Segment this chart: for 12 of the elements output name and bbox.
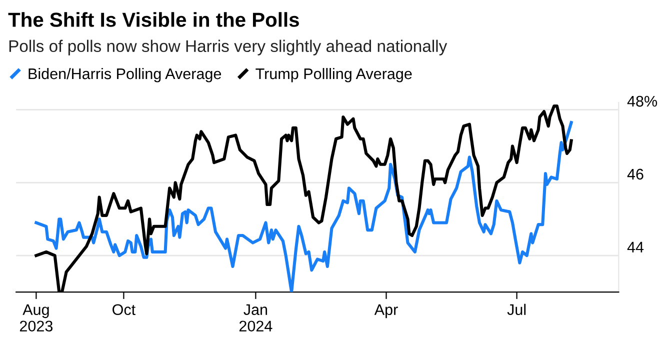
chart-title: The Shift Is Visible in the Polls (8, 12, 299, 27)
y-tick-label: 48% (627, 96, 658, 107)
x-tick-label: Jan 2024 (239, 304, 272, 332)
x-tick-label: Apr (374, 304, 398, 318)
legend-label: Biden/Harris Polling Average (28, 68, 222, 82)
legend-label: Trump Pollling Average (256, 68, 412, 82)
y-tick-label: 46 (627, 168, 644, 180)
x-tick-label: Jul (507, 304, 526, 316)
x-tick-label: Oct (112, 304, 136, 316)
x-tick-label: Aug 2023 (20, 304, 53, 332)
y-tick-label: 44 (627, 242, 644, 252)
chart-subtitle: Polls of polls now show Harris very slightly ahead nationally (9, 40, 448, 56)
